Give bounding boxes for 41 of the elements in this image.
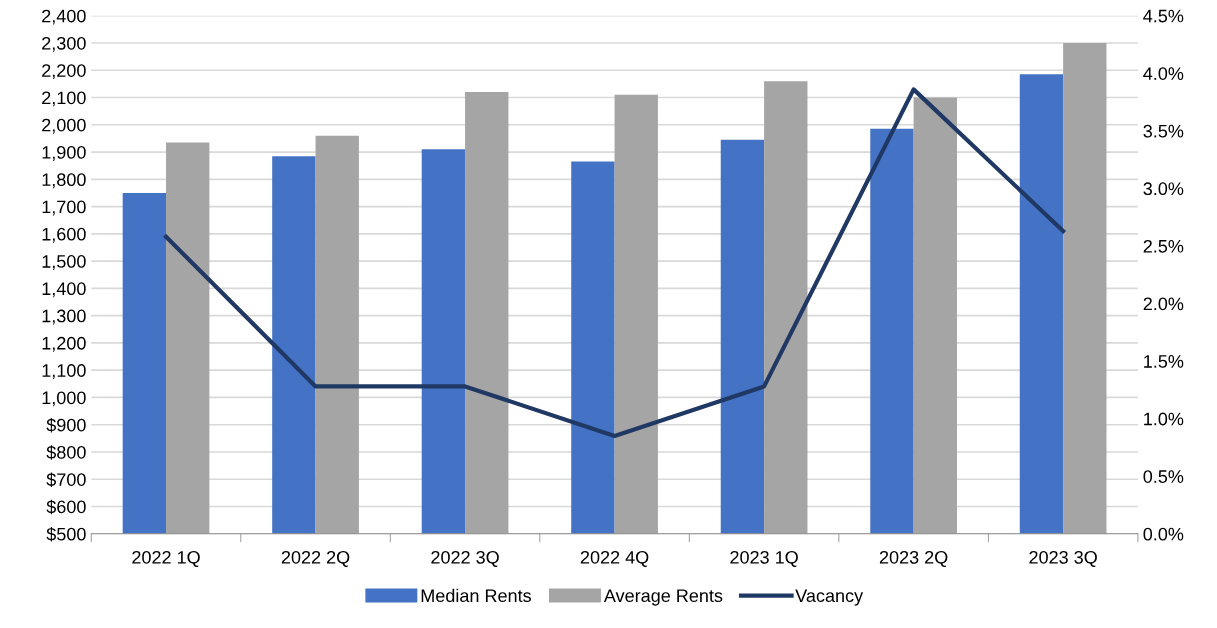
y2-tick-label: 4.0% <box>1143 67 1184 80</box>
y-tick-label: 1,000 <box>42 391 86 407</box>
y-tick-label: 2,200 <box>42 64 86 80</box>
y2-tick-label: 1.5% <box>1144 355 1184 368</box>
x-tick-label: 2023 2Q <box>879 550 948 567</box>
x-tick-label: 2022 3Q <box>431 550 499 567</box>
y2-tick-label: 0.5% <box>1143 470 1184 483</box>
y-tick-label: $500 <box>46 526 86 542</box>
x-tick-label: 2023 1Q <box>730 550 798 567</box>
x-tick-label: 2022 2Q <box>281 550 350 567</box>
y-tick-label: 1,200 <box>42 336 86 352</box>
legend-label: Vacancy <box>795 589 864 606</box>
y-tick-label: 2,000 <box>42 118 86 134</box>
y2-tick-label: 1.0% <box>1144 412 1184 426</box>
y2-tick-label: 2.5% <box>1143 239 1184 253</box>
line-series <box>163 87 1066 439</box>
legend-label: Average Rents <box>603 589 723 606</box>
y-tick-label: 2,400 <box>42 9 86 25</box>
y-tick-label: 1,300 <box>42 309 86 325</box>
x-tick-label: 2022 4Q <box>580 550 649 567</box>
y2-tick-label: 2.0% <box>1143 297 1184 311</box>
y2-tick-label: 4.5% <box>1143 9 1184 23</box>
x-tick-label: 2023 3Q <box>1029 550 1097 567</box>
y2-tick-label: 3.5% <box>1143 124 1184 138</box>
y-tick-label: $600 <box>46 499 86 515</box>
y-tick-label: 1,100 <box>42 364 86 380</box>
y-tick-label: 1,600 <box>42 227 86 243</box>
y-tick-label: $900 <box>46 417 86 433</box>
y-tick-label: 1,400 <box>42 282 86 298</box>
y-tick-label: 2,300 <box>42 36 86 52</box>
y2-tick-label: 0.0% <box>1143 527 1184 541</box>
y-tick-label: $700 <box>46 472 86 488</box>
y-tick-label: $800 <box>46 445 86 460</box>
y-tick-label: 1,700 <box>42 200 86 216</box>
y-tick-label: 1,500 <box>42 255 86 270</box>
y-tick-label: 2,100 <box>42 91 86 107</box>
y-tick-label: 1,900 <box>42 145 86 161</box>
legend-label: Median Rents <box>421 588 531 603</box>
x-tick-label: 2022 1Q <box>132 550 200 567</box>
y2-tick-label: 3.0% <box>1143 182 1184 196</box>
y-tick-label: 1,800 <box>42 173 86 189</box>
